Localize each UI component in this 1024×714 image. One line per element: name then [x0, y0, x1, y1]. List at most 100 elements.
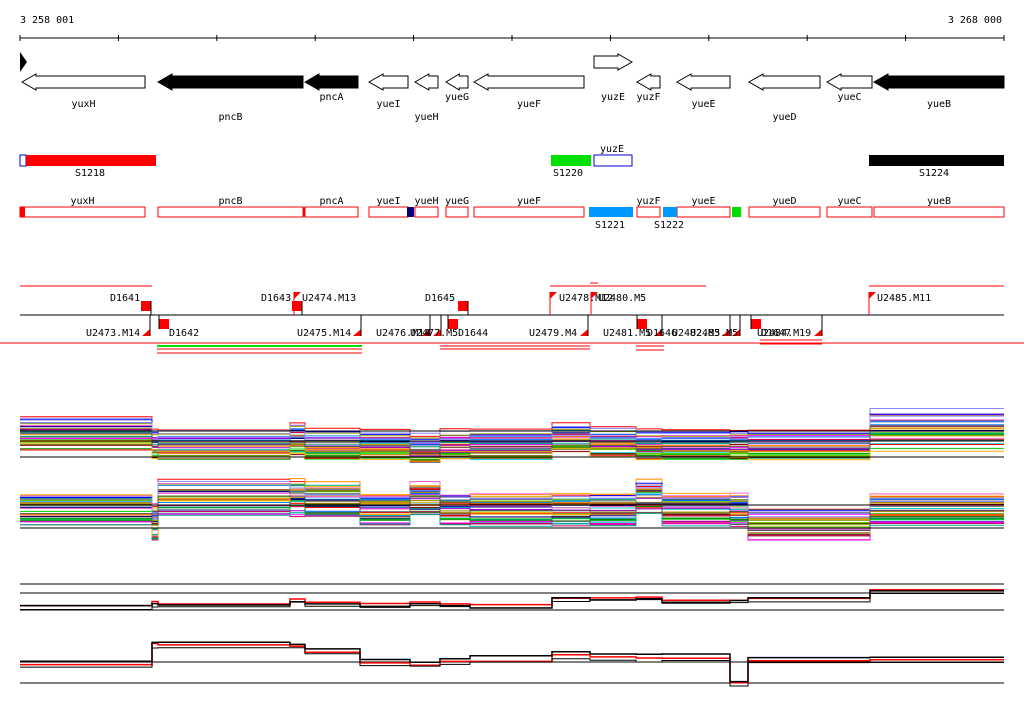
- marker-flag-U2477.M5[interactable]: [433, 329, 441, 336]
- gene-annotation-track: yuxH pncB pncA yueI yueH yueG yueF yuzE yuzF yueE…: [20, 52, 1005, 123]
- marker-box-D1647[interactable]: [751, 319, 761, 329]
- gene-box-yueF[interactable]: [473, 206, 585, 218]
- gene-label-yueE: yueE: [691, 99, 715, 110]
- gene-label-yueF: yueF: [517, 99, 541, 110]
- gene-box-yueI[interactable]: [368, 206, 409, 218]
- ruler-start-label: 3 258 001: [20, 15, 74, 26]
- marker-label-D1641: D1641: [110, 293, 140, 304]
- profile-line: [20, 499, 1004, 539]
- gene-box-label-pncB: pncB: [218, 196, 242, 207]
- feature-s1222[interactable]: [663, 207, 677, 217]
- expression-profile-tracks: [20, 408, 1004, 687]
- gene-box-yueC[interactable]: [826, 206, 873, 218]
- profile-line: [20, 489, 1004, 529]
- coordinate-ruler: 3 258 001 3 268 000: [19, 15, 1005, 41]
- gene-box-pncB[interactable]: [157, 206, 304, 218]
- gene-label-yueD: yueD: [772, 112, 796, 123]
- feature-label-s1222: S1222: [654, 220, 684, 231]
- marker-box-D1644[interactable]: [448, 319, 458, 329]
- gene-box-label-yueH: yueH: [414, 196, 438, 207]
- marker-label-U2480.M5: U2480.M5: [598, 293, 646, 304]
- marker-flag-U2474.M13[interactable]: [294, 292, 301, 299]
- marker-flag-U2484.M19[interactable]: [814, 329, 822, 336]
- marker-flag-U2483.M5[interactable]: [732, 329, 740, 336]
- green-feature: [732, 207, 741, 217]
- gene-arrow-yuzF[interactable]: [636, 73, 661, 91]
- profile-line: [20, 488, 1004, 521]
- marker-flag-U2482.M5[interactable]: [722, 329, 730, 336]
- marker-flag-U2480.M5[interactable]: [591, 292, 598, 299]
- gene-arrow-pncA[interactable]: [303, 73, 359, 91]
- profile-mean-line: [20, 593, 1004, 610]
- marker-label-U2481.M5: U2481.M5: [603, 328, 651, 339]
- gene-arrow-yueE[interactable]: [675, 73, 731, 91]
- gene-arrow-yueG[interactable]: [445, 73, 469, 91]
- profile-line: [20, 495, 1004, 531]
- gene-box-label-yueG: yueG: [445, 196, 469, 207]
- marker-flag-U2473.M14[interactable]: [142, 329, 150, 336]
- marker-label-D1644: D1644: [458, 328, 488, 339]
- gene-label-yueC: yueC: [837, 92, 861, 103]
- feature-s1221[interactable]: [589, 207, 633, 217]
- gene-arrow-yueB[interactable]: [872, 73, 1005, 91]
- gene-arrow-yueI[interactable]: [367, 73, 409, 91]
- gene-box-yuxH[interactable]: [19, 206, 146, 218]
- gene-label-pncA: pncA: [319, 92, 343, 103]
- segment-label-s1220: S1220: [553, 168, 583, 179]
- marker-label-D1642: D1642: [169, 328, 199, 339]
- gene-box-label-yueC: yueC: [837, 196, 861, 207]
- marker-label-U2473.M14: U2473.M14: [86, 328, 140, 339]
- marker-label-U2476.M14: U2476.M14: [376, 328, 430, 339]
- marker-box-D1645[interactable]: [458, 301, 468, 311]
- marker-flag-U2485.M11[interactable]: [869, 292, 876, 299]
- marker-label-D1645: D1645: [425, 293, 455, 304]
- marker-flag-U2475.M14[interactable]: [353, 329, 361, 336]
- gene-box-yuzF[interactable]: [636, 206, 661, 218]
- gene-label-yueG: yueG: [445, 92, 469, 103]
- segment-bar-s1220[interactable]: [551, 155, 591, 166]
- marker-flag-U2479.M4[interactable]: [580, 329, 588, 336]
- feature-label-s1221: S1221: [595, 220, 625, 231]
- marker-flag-U2481.M5[interactable]: [654, 329, 662, 336]
- gene-arrow-yuxH[interactable]: [20, 73, 146, 91]
- marker-label-U2477.M5: U2477.M5: [410, 328, 458, 339]
- segment-start-box: [19, 154, 27, 167]
- marker-flag-U2478.M12[interactable]: [550, 292, 557, 299]
- gene-box-label-pncA: pncA: [319, 196, 343, 207]
- gene-arrow-yueC[interactable]: [825, 73, 873, 91]
- profile-line: [20, 480, 1004, 519]
- segment-bar-s1218[interactable]: [26, 155, 156, 166]
- marker-track: D1641 D1643 U2474.M13 D1645 U2478.M12U2480.M…: [0, 282, 1024, 354]
- gene-box-yueG[interactable]: [445, 206, 469, 218]
- gene-arrow-yuzE[interactable]: [593, 53, 634, 71]
- gene-box-yueH[interactable]: [414, 206, 439, 218]
- gene-label-yuzE: yuzE: [601, 92, 625, 103]
- profile-line: [20, 512, 1004, 540]
- gene-arrow-yueF[interactable]: [472, 73, 585, 91]
- gene-box-pncA[interactable]: [304, 206, 359, 218]
- gene-arrow-pncB[interactable]: [156, 73, 304, 91]
- gene-box-track: S1221 S1222 yuxH pncB pncA yueI yueH yueG yueF…: [19, 196, 1005, 231]
- marker-flag-U2476.M14[interactable]: [422, 329, 430, 336]
- segment-bar-s1224[interactable]: [869, 155, 1004, 166]
- gene-arrow-yueH[interactable]: [414, 73, 439, 91]
- navy-feature: [407, 207, 414, 217]
- marker-label-U2484.M19: U2484.M19: [757, 328, 811, 339]
- segment-bar-yuze[interactable]: [593, 154, 633, 167]
- marker-box-D1646[interactable]: [637, 319, 647, 329]
- segment-label-yuze: yuzE: [600, 144, 624, 155]
- marker-box-D1642[interactable]: [159, 319, 169, 329]
- gene-box-yueD[interactable]: [748, 206, 821, 218]
- ruler-end-label: 3 268 000: [948, 15, 1002, 26]
- segment-track: S1218 S1220 yuzE S1224: [19, 144, 1004, 179]
- marker-label-U2485.M11: U2485.M11: [877, 293, 931, 304]
- marker-box-D1643[interactable]: [292, 301, 302, 311]
- gene-arrow-yueD[interactable]: [747, 73, 821, 91]
- gene-box-yueE[interactable]: [676, 206, 731, 218]
- segment-label-s1218: S1218: [75, 168, 105, 179]
- profile-line: [20, 504, 1004, 541]
- profile-line: [20, 493, 1004, 530]
- marker-label-U2479.M4: U2479.M4: [529, 328, 577, 339]
- marker-box-D1641[interactable]: [141, 301, 151, 311]
- gene-box-yueB[interactable]: [873, 206, 1005, 218]
